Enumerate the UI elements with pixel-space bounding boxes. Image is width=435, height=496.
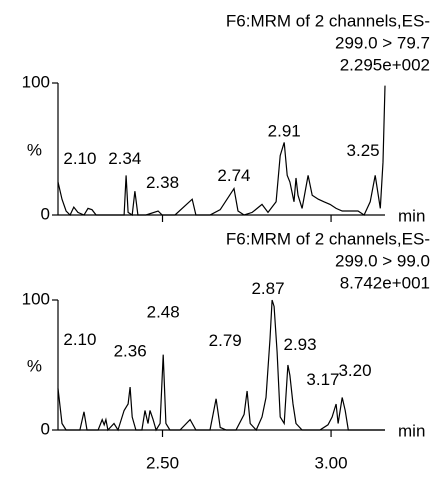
peak-label: 2.48: [147, 302, 180, 321]
peak-label: 2.10: [63, 149, 96, 168]
peak-label: 3.20: [338, 361, 371, 380]
trace-header: F6:MRM of 2 channels,ES-: [226, 11, 430, 30]
peak-label: 3.17: [306, 370, 339, 389]
trace: [57, 85, 386, 217]
peak-label: 2.10: [63, 330, 96, 349]
peak-label: 2.74: [217, 166, 250, 185]
peak-label: 2.93: [284, 335, 317, 354]
y-tick-label: 100: [22, 72, 50, 91]
peak-label: 2.87: [251, 279, 284, 298]
peak-label: 2.36: [114, 341, 147, 360]
x-axis-label: min: [398, 421, 425, 440]
y-axis-label: %: [27, 356, 42, 375]
trace: [57, 299, 385, 432]
trace-header: 299.0 > 79.7: [335, 33, 430, 52]
trace-header: 8.742e+001: [340, 273, 430, 292]
x-axis-label: min: [398, 206, 425, 225]
y-tick-label: 0: [41, 419, 50, 438]
y-tick-label: 0: [41, 204, 50, 223]
peak-label: 3.25: [347, 141, 380, 160]
y-tick-label: 100: [22, 289, 50, 308]
trace-header: F6:MRM of 2 channels,ES-: [226, 229, 430, 248]
y-axis-label: %: [27, 140, 42, 159]
x-tick-label: 3.00: [315, 453, 348, 472]
peak-label: 2.79: [209, 331, 242, 350]
peak-label: 2.38: [146, 173, 179, 192]
x-tick-label: 2.50: [146, 453, 179, 472]
trace-header: 2.295e+002: [340, 55, 430, 74]
peak-label: 2.34: [108, 149, 141, 168]
trace-header: 299.0 > 99.0: [335, 251, 430, 270]
peak-label: 2.91: [268, 121, 301, 140]
